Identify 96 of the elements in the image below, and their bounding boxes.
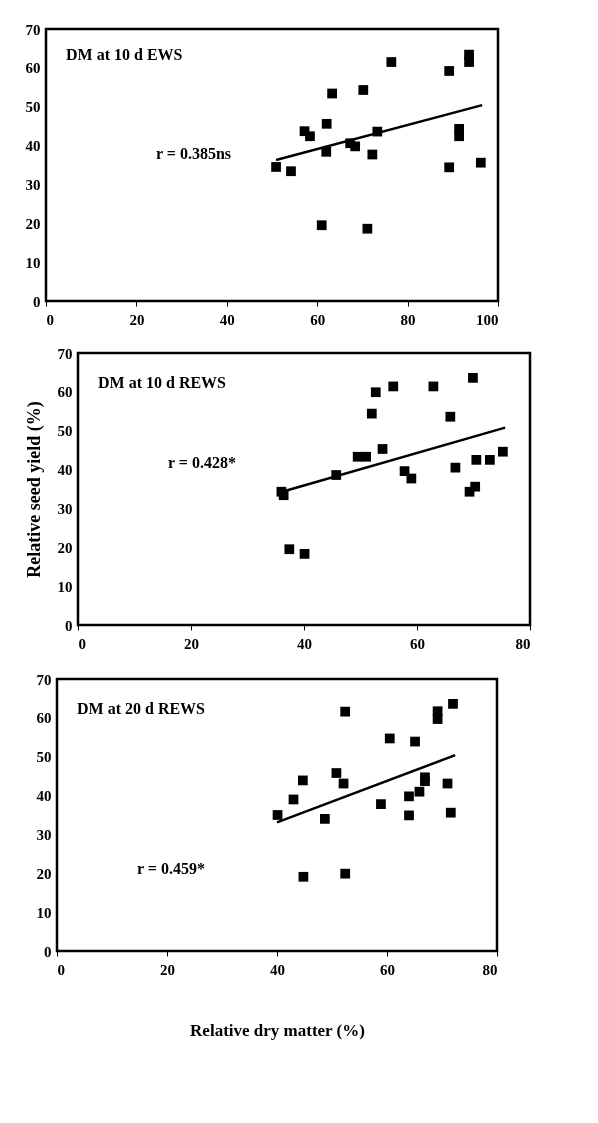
y-axis-title: Relative seed yield (%) [23,401,45,578]
y-tick-label: 10 [36,904,52,921]
point [284,544,295,555]
y-tick-label: 40 [25,138,41,155]
point [475,157,486,168]
point [366,408,377,419]
point [298,871,309,882]
point [406,473,417,484]
point [445,807,456,818]
point [454,131,464,142]
point [271,162,281,172]
point [272,810,283,820]
point [331,768,342,778]
text: DM at 10 d REWS [98,374,227,391]
point [420,776,430,787]
point [376,799,386,809]
x-tick-label: 60 [310,311,326,328]
x-axis-title: Relative dry matter (%) [190,1020,365,1040]
point [321,118,332,129]
y-tick-label: 0 [33,293,41,310]
y-tick-label: 30 [25,176,41,193]
point [498,446,508,457]
y-tick-label: 60 [36,710,52,727]
point [321,146,332,157]
point [367,149,378,160]
point [340,706,351,717]
point [361,451,372,462]
x-tick-label: 80 [400,311,416,328]
point [362,223,373,234]
point [404,810,414,821]
x-tick-label: 100 [476,311,499,328]
point [350,141,361,152]
point [340,868,351,879]
annotation: r = 0.459* [137,860,205,877]
annotation: r = 0.428* [168,454,236,471]
point [358,85,369,95]
y-tick-label: 10 [25,254,41,271]
point [448,699,458,709]
y-tick-label: 70 [36,671,52,688]
y-tick-label: 30 [36,826,52,843]
point [404,791,414,802]
text: DM at 10 d EWS [66,46,183,63]
x-tick-label: 0 [78,635,86,652]
point [432,714,443,724]
y-tick-label: 60 [25,60,41,77]
point [485,454,495,465]
y-tick-label: 50 [57,423,73,440]
point [444,162,455,173]
x-tick-label: 40 [219,311,235,328]
point [414,786,425,797]
text: DM at 20 d REWS [77,700,206,717]
point [468,373,478,383]
point [444,66,455,76]
point [384,733,395,744]
point [286,166,296,177]
point [305,131,315,142]
point [445,411,456,422]
x-tick-label: 60 [380,961,395,978]
y-tick-label: 40 [36,788,52,805]
y-tick-label: 20 [57,539,73,556]
y-tick-label: 60 [57,384,73,401]
y-tick-label: 50 [36,749,52,766]
y-tick-label: 0 [65,617,73,634]
y-tick-label: 0 [44,943,52,960]
y-tick-label: 20 [36,865,52,882]
x-tick-label: 40 [270,961,285,978]
point [410,736,420,747]
point [388,381,399,392]
x-tick-label: 60 [410,635,425,652]
x-tick-label: 40 [297,635,312,652]
y-tick-label: 50 [25,99,41,116]
x-tick-label: 20 [160,961,175,978]
annotation: r = 0.385ns [156,145,232,162]
point [370,387,381,398]
point [278,490,289,501]
point [450,462,461,473]
point [316,220,327,231]
point [470,481,481,492]
point [471,454,482,465]
point [297,775,308,786]
y-tick-label: 20 [25,215,41,232]
x-tick-label: 20 [129,311,145,328]
y-tick-label: 10 [57,578,73,595]
point [377,444,388,454]
point [386,57,397,67]
y-tick-label: 70 [57,345,73,362]
x-tick-label: 80 [482,961,498,978]
point [464,57,474,67]
y-tick-label: 40 [57,462,73,479]
point [327,88,337,99]
point [319,814,330,824]
x-tick-label: 20 [184,635,199,652]
y-tick-label: 70 [25,21,41,38]
point [299,549,310,559]
x-tick-label: 80 [515,635,531,652]
y-tick-label: 30 [57,500,73,517]
